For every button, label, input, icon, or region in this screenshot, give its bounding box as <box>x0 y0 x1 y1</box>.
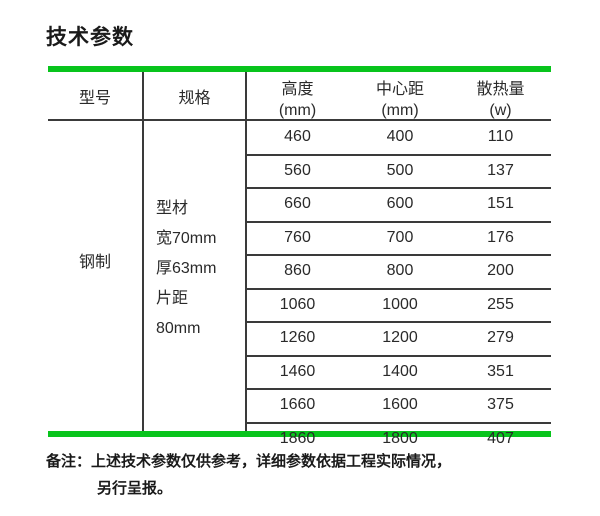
cell-height: 660 <box>284 195 311 212</box>
cell-height: 1060 <box>279 295 316 313</box>
cell-height: 560 <box>284 161 311 179</box>
spec-line-0: 型材 <box>156 200 189 217</box>
cell-heat-output: 200 <box>487 262 514 279</box>
cell-center-distance: 700 <box>386 228 414 246</box>
row-divider <box>245 187 551 189</box>
cell-height: 1460 <box>279 362 316 380</box>
cell-material: 钢制 <box>78 254 111 271</box>
header-center-unit: (mm) <box>381 102 419 119</box>
spec-line-2: 厚63mm <box>156 260 217 277</box>
cell-height: 1860 <box>279 429 316 447</box>
spec-line-3: 片距 <box>156 290 189 307</box>
technical-parameters-table: 型号 规格 高度 (mm) 中心距 (mm) 散热量 (w) 钢制 型材宽70m… <box>48 66 551 447</box>
header-output-unit: (w) <box>489 102 512 119</box>
cell-center-distance: 600 <box>386 195 414 212</box>
table-bottom-accent-bar <box>48 431 551 437</box>
cell-heat-output: 407 <box>487 429 514 447</box>
cell-center-distance: 1000 <box>382 295 418 313</box>
cell-center-distance: 1200 <box>382 329 418 346</box>
cell-height: 760 <box>284 228 311 246</box>
column-divider-model-spec <box>142 72 144 431</box>
spec-line-4: 80mm <box>156 320 201 337</box>
header-heat-output: 散热量 (w) <box>450 79 551 121</box>
row-divider <box>245 354 551 357</box>
row-divider <box>245 321 551 323</box>
header-height-unit: (mm) <box>278 102 317 119</box>
header-center-distance: 中心距 (mm) <box>350 79 450 121</box>
cell-height: 860 <box>284 262 311 279</box>
cell-center-distance: 1600 <box>382 396 418 413</box>
cell-heat-output: 375 <box>487 396 514 413</box>
column-divider-spec-data <box>245 72 247 431</box>
table-top-accent-bar <box>48 66 551 72</box>
row-divider <box>245 287 551 290</box>
footer-note: 备注：上述技术参数仅供参考，详细参数依据工程实际情况， 另行呈报。 <box>46 448 566 502</box>
cell-height: 1260 <box>279 329 316 346</box>
cell-center-distance: 1400 <box>382 362 418 380</box>
cell-heat-output: 110 <box>487 128 514 145</box>
cell-center-distance: 400 <box>386 128 414 145</box>
header-output-label: 散热量 <box>476 81 525 98</box>
cell-heat-output: 137 <box>487 161 514 179</box>
cell-center-distance: 1800 <box>382 429 418 447</box>
header-height-label: 高度 <box>281 81 314 98</box>
cell-center-distance: 800 <box>386 262 414 279</box>
cell-heat-output: 279 <box>487 329 514 346</box>
cell-heat-output: 151 <box>487 195 514 212</box>
header-rule <box>48 119 551 121</box>
cell-center-distance: 500 <box>386 161 414 179</box>
row-divider <box>245 254 551 256</box>
cell-heat-output: 351 <box>487 362 514 380</box>
cell-height: 1660 <box>279 396 316 413</box>
cell-height: 460 <box>284 128 311 145</box>
cell-specification: 型材宽70mm 厚63mm 片距 80mm <box>156 194 244 344</box>
row-divider <box>245 153 551 156</box>
header-model: 型号 <box>78 90 111 107</box>
row-divider <box>245 220 551 223</box>
row-divider <box>245 388 551 390</box>
cell-heat-output: 176 <box>487 228 514 246</box>
page-title: 技术参数 <box>46 26 134 49</box>
row-divider <box>245 421 551 424</box>
cell-heat-output: 255 <box>487 295 514 313</box>
header-height: 高度 (mm) <box>245 79 350 121</box>
footer-note-line2: 另行呈报。 <box>97 480 173 497</box>
spec-line-1: 宽70mm <box>156 230 217 247</box>
header-spec: 规格 <box>178 90 211 107</box>
footer-note-line1: 备注：上述技术参数仅供参考，详细参数依据工程实际情况， <box>46 453 452 470</box>
header-center-label: 中心距 <box>375 81 424 98</box>
